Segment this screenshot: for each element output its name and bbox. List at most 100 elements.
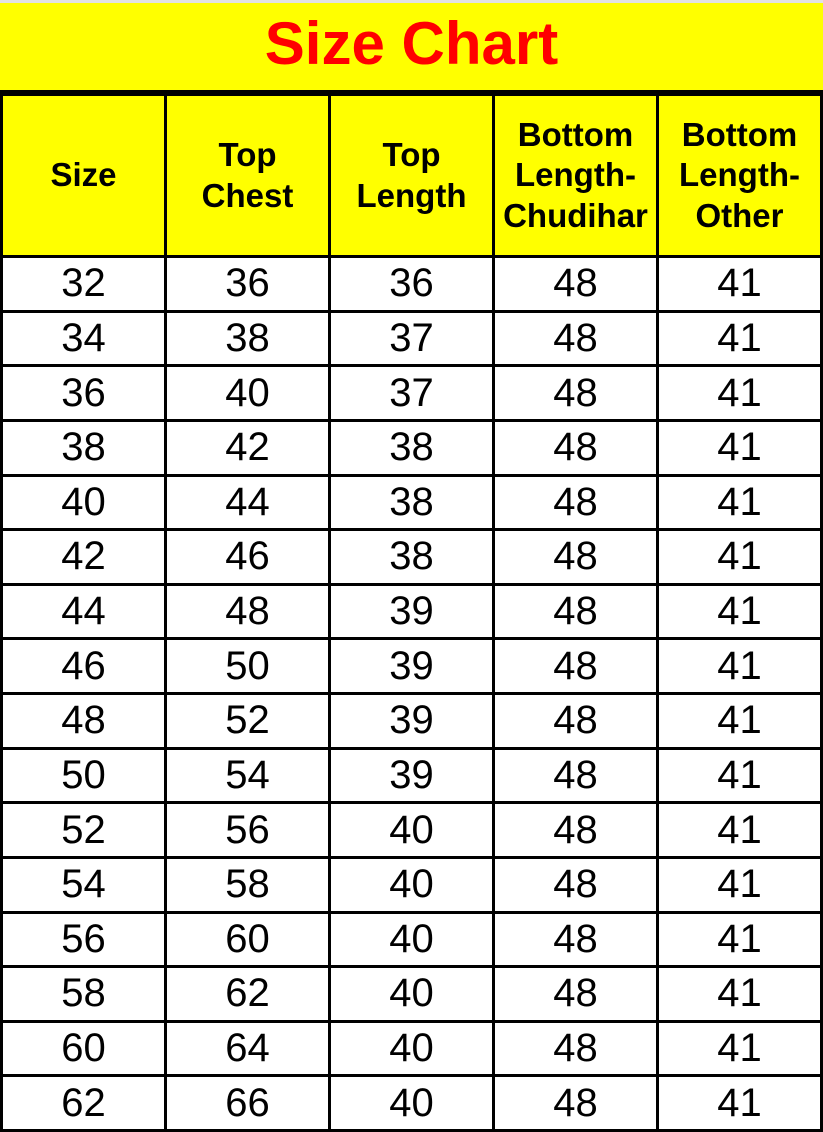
table-cell: 41 (656, 692, 823, 750)
table-cell: 41 (656, 528, 823, 586)
table-row: 58 62 40 48 41 (0, 965, 823, 1023)
table-cell: 40 (328, 855, 495, 914)
table-cell: 48 (164, 582, 331, 641)
table-cell: 40 (328, 801, 495, 859)
table-cell: 48 (492, 637, 659, 695)
table-cell: 48 (492, 910, 659, 969)
table-cell: 58 (164, 855, 331, 914)
table-cell: 48 (492, 746, 659, 805)
table-cell: 41 (656, 255, 823, 313)
size-chart-table: Size Top Chest Top Length Bottom Length- Ch… (0, 93, 823, 1132)
table-cell: 52 (164, 692, 331, 750)
table-row: 42 46 38 48 41 (0, 528, 823, 586)
table-cell: 38 (164, 309, 331, 368)
table-cell: 48 (492, 965, 659, 1023)
table-cell: 52 (0, 801, 167, 859)
table-cell: 41 (656, 582, 823, 641)
table-cell: 48 (492, 255, 659, 313)
title-banner: Size Chart (0, 3, 823, 93)
table-cell: 36 (164, 255, 331, 313)
table-row: 62 66 40 48 41 (0, 1074, 823, 1132)
table-cell: 50 (0, 746, 167, 805)
column-header: Top Chest (164, 93, 331, 258)
table-cell: 64 (164, 1019, 331, 1078)
table-cell: 42 (164, 418, 331, 477)
column-header: Top Length (328, 93, 495, 258)
table-cell: 41 (656, 746, 823, 805)
table-cell: 38 (328, 418, 495, 477)
table-cell: 41 (656, 965, 823, 1023)
table-cell: 40 (328, 1019, 495, 1078)
table-cell: 48 (492, 582, 659, 641)
table-cell: 32 (0, 255, 167, 313)
table-cell: 56 (0, 910, 167, 969)
table-cell: 34 (0, 309, 167, 368)
table-cell: 40 (328, 1074, 495, 1132)
table-cell: 39 (328, 746, 495, 805)
table-cell: 41 (656, 364, 823, 422)
table-cell: 38 (0, 418, 167, 477)
table-row: 38 42 38 48 41 (0, 418, 823, 477)
table-row: 56 60 40 48 41 (0, 910, 823, 969)
column-header: Bottom Length- Chudihar (492, 93, 659, 258)
table-cell: 36 (0, 364, 167, 422)
table-row: 40 44 38 48 41 (0, 473, 823, 532)
table-cell: 48 (0, 692, 167, 750)
table-cell: 56 (164, 801, 331, 859)
column-header: Size (0, 93, 167, 258)
table-cell: 66 (164, 1074, 331, 1132)
table-cell: 54 (0, 855, 167, 914)
table-cell: 60 (164, 910, 331, 969)
table-cell: 39 (328, 637, 495, 695)
table-cell: 41 (656, 1019, 823, 1078)
table-cell: 58 (0, 965, 167, 1023)
table-cell: 48 (492, 1019, 659, 1078)
table-row: 60 64 40 48 41 (0, 1019, 823, 1078)
table-cell: 54 (164, 746, 331, 805)
table-cell: 48 (492, 364, 659, 422)
table-cell: 42 (0, 528, 167, 586)
table-row: 48 52 39 48 41 (0, 692, 823, 750)
table-cell: 40 (0, 473, 167, 532)
table-cell: 37 (328, 364, 495, 422)
table-cell: 48 (492, 692, 659, 750)
table-cell: 39 (328, 582, 495, 641)
table-cell: 38 (328, 528, 495, 586)
table-body: 32 36 36 48 41 34 38 37 48 41 36 40 37 48 41 38 42 38 48 41… (0, 255, 823, 1132)
column-header: Bottom Length- Other (656, 93, 823, 258)
table-cell: 36 (328, 255, 495, 313)
table-cell: 41 (656, 473, 823, 532)
table-cell: 62 (164, 965, 331, 1023)
table-cell: 41 (656, 1074, 823, 1132)
table-cell: 46 (164, 528, 331, 586)
table-cell: 62 (0, 1074, 167, 1132)
table-header: Size Top Chest Top Length Bottom Length- Ch… (0, 93, 823, 258)
table-row: 50 54 39 48 41 (0, 746, 823, 805)
table-cell: 41 (656, 309, 823, 368)
table-row: 54 58 40 48 41 (0, 855, 823, 914)
table-row: 36 40 37 48 41 (0, 364, 823, 422)
table-cell: 48 (492, 309, 659, 368)
table-cell: 41 (656, 855, 823, 914)
table-cell: 44 (164, 473, 331, 532)
table-cell: 48 (492, 418, 659, 477)
table-cell: 37 (328, 309, 495, 368)
table-cell: 39 (328, 692, 495, 750)
table-row: 46 50 39 48 41 (0, 637, 823, 695)
table-cell: 38 (328, 473, 495, 532)
page-title: Size Chart (264, 9, 559, 77)
table-cell: 41 (656, 910, 823, 969)
table-cell: 40 (328, 910, 495, 969)
table-cell: 41 (656, 801, 823, 859)
table-cell: 48 (492, 855, 659, 914)
table-row: 34 38 37 48 41 (0, 309, 823, 368)
table-cell: 41 (656, 418, 823, 477)
table-cell: 40 (164, 364, 331, 422)
table-cell: 48 (492, 801, 659, 859)
table-row: 52 56 40 48 41 (0, 801, 823, 859)
table-cell: 40 (328, 965, 495, 1023)
table-cell: 48 (492, 1074, 659, 1132)
table-row: 32 36 36 48 41 (0, 255, 823, 313)
table-cell: 46 (0, 637, 167, 695)
